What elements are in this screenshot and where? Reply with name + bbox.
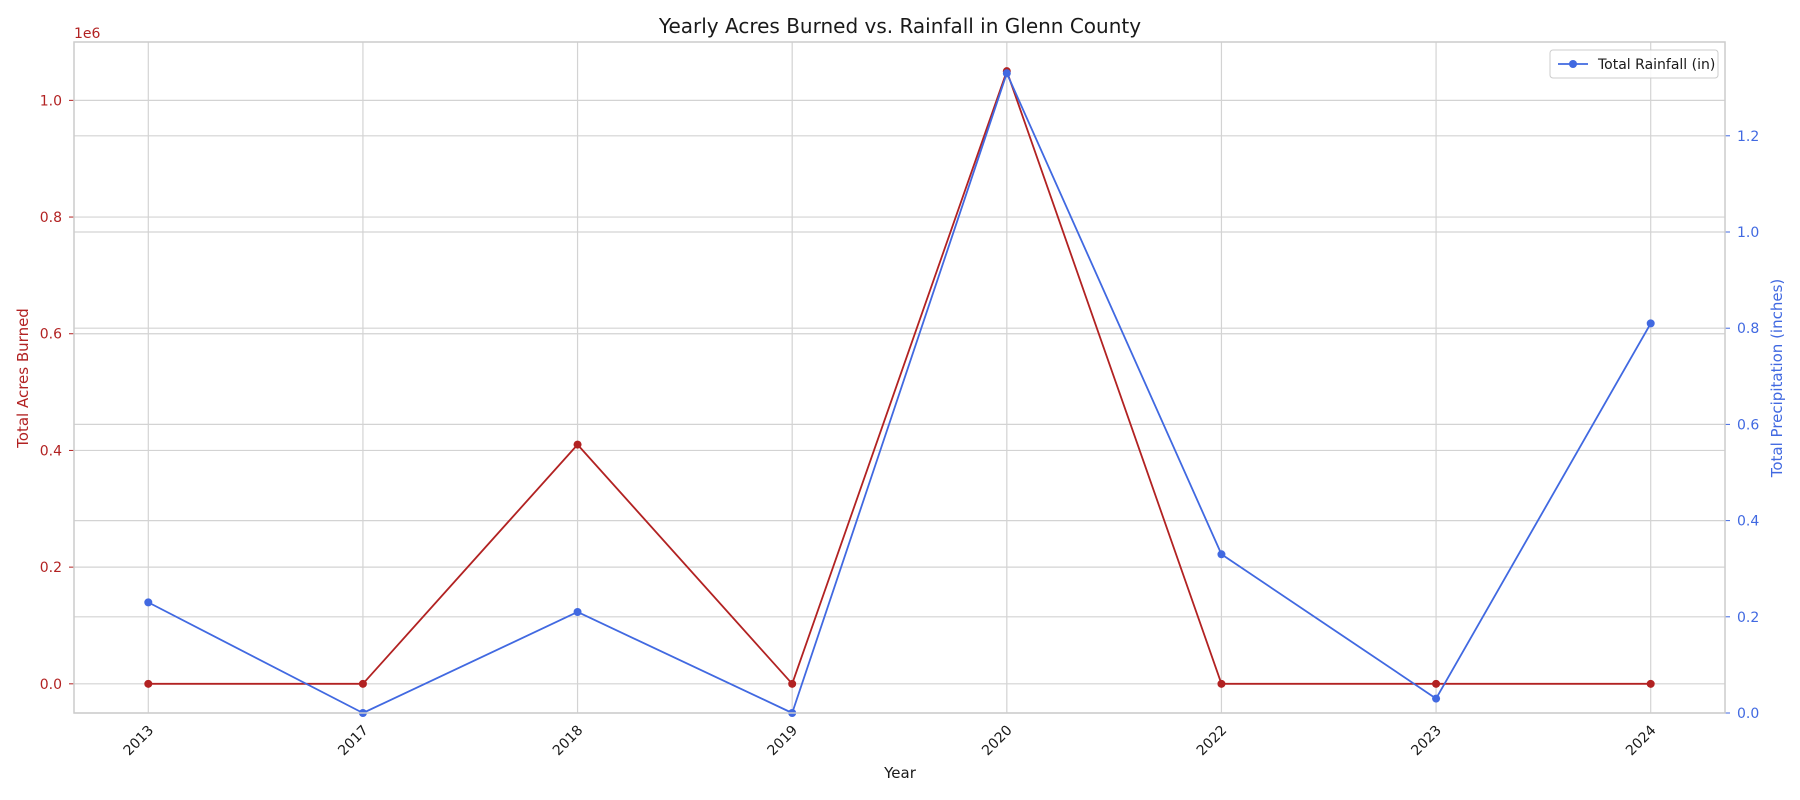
rainfall-point [1217, 550, 1226, 559]
x-tick-label: 2018 [550, 723, 587, 760]
x-tick-label: 2023 [1408, 723, 1445, 760]
legend-point-marker [1569, 60, 1577, 68]
right-y-tick-label: 0.4 [1737, 514, 1759, 530]
right-axis-label: Total Precipitation (inches) [1768, 279, 1786, 479]
x-axis-label: Year [883, 764, 917, 782]
x-tick-label: 2022 [1194, 723, 1231, 760]
acres-burned-point [1432, 679, 1441, 688]
right-y-tick-label: 1.0 [1737, 225, 1759, 241]
right-y-tick-label: 0.0 [1737, 706, 1759, 722]
right-y-tick-label: 1.2 [1737, 129, 1759, 145]
left-y-tick-label: 0.2 [40, 560, 62, 576]
axes-layer: 2013 2017 2018 2019 2020 2022 2023 2024 0.0 0.2 0.… [40, 41, 1759, 760]
left-y-tick-label: 1.0 [40, 93, 62, 109]
plot-frame [73, 41, 1726, 714]
legend-box [1549, 49, 1719, 79]
acres-burned-point [573, 440, 582, 449]
left-axis-label: Total Acres Burned [14, 308, 32, 449]
rainfall-series-line [147, 72, 1652, 714]
left-y-tick-label: 0.6 [40, 327, 62, 343]
x-tick-label: 2013 [121, 723, 158, 760]
x-tick-label: 2017 [335, 723, 372, 760]
acres-burned-point [1217, 679, 1226, 688]
left-axis-offset-text: 1e6 [74, 26, 101, 42]
acres-burned-point [144, 679, 153, 688]
legend: Total Rainfall (in) [1549, 49, 1719, 79]
left-y-tick-label: 0.4 [40, 443, 62, 459]
x-tick-label: 2024 [1623, 722, 1660, 759]
right-y-tick-label: 0.8 [1737, 321, 1759, 337]
legend-entry-rainfall: Total Rainfall (in) [1597, 57, 1715, 73]
rainfall-point [573, 607, 582, 616]
rainfall-point [1646, 319, 1655, 328]
grid-layer [74, 42, 1725, 714]
acres-burned-point [788, 679, 797, 688]
chart-title: Yearly Acres Burned vs. Rainfall in Glen… [658, 14, 1141, 38]
left-y-tick-label: 0.0 [40, 677, 62, 693]
rainfall-point [1432, 694, 1441, 703]
acres-burned-point [358, 679, 367, 688]
acres-burned-series-line [148, 70, 1651, 685]
acres-burned-point [1646, 679, 1655, 688]
rainfall-point [1002, 69, 1011, 78]
right-y-tick-label: 0.6 [1737, 417, 1759, 433]
x-tick-label: 2020 [979, 723, 1016, 760]
series-layer [144, 67, 1655, 717]
left-y-tick-label: 0.8 [40, 210, 62, 226]
rainfall-point [144, 598, 153, 607]
right-y-tick-label: 0.2 [1737, 610, 1759, 626]
x-tick-label: 2019 [764, 723, 801, 760]
